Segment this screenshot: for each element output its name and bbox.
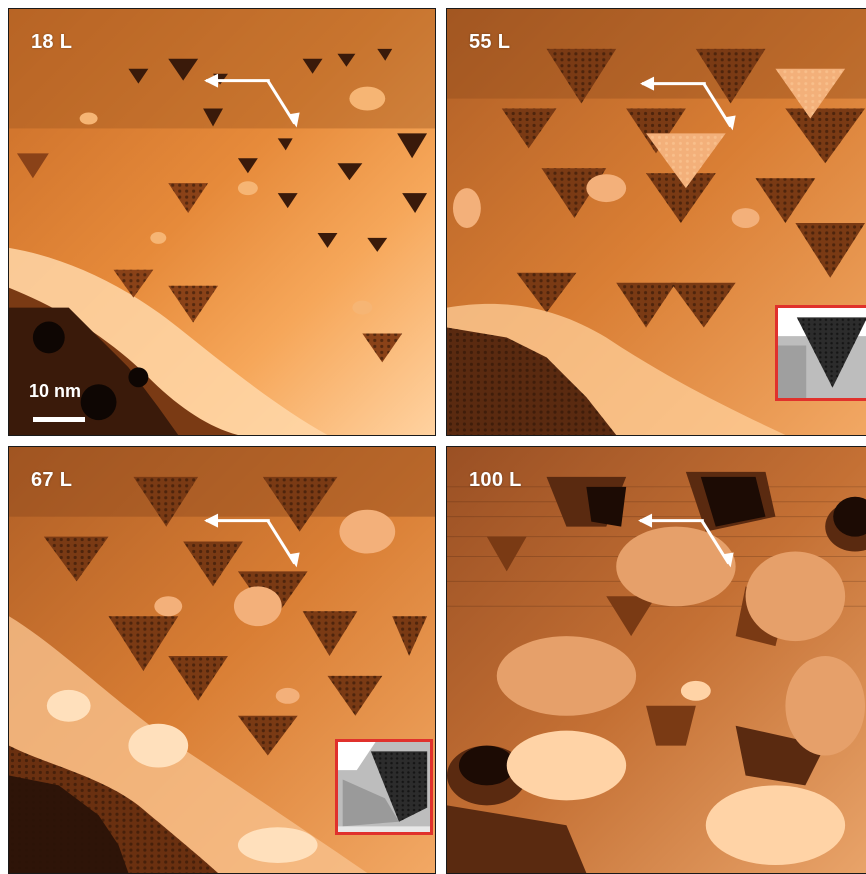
inset-zoom: [775, 305, 866, 401]
exposure-label: 100 L: [469, 469, 522, 491]
inset-zoom: [335, 739, 433, 835]
exposure-label: 55 L: [469, 31, 511, 53]
stm-image-100L: [447, 447, 866, 873]
exposure-label: 18 L: [31, 31, 73, 53]
stm-panel-18L: 18 L 10 nm: [8, 8, 436, 436]
scale-bar-label: 10 nm: [29, 381, 82, 401]
stm-panel-67L: 67 L: [8, 446, 436, 874]
exposure-label: 67 L: [31, 469, 73, 491]
stm-image-67L: [9, 447, 435, 873]
scale-bar: [33, 417, 85, 422]
stm-panel-55L: 55 L: [446, 8, 866, 436]
stm-image-18L: [9, 9, 435, 435]
stm-panel-100L: 100 L: [446, 446, 866, 874]
stm-image-55L: [447, 9, 866, 435]
